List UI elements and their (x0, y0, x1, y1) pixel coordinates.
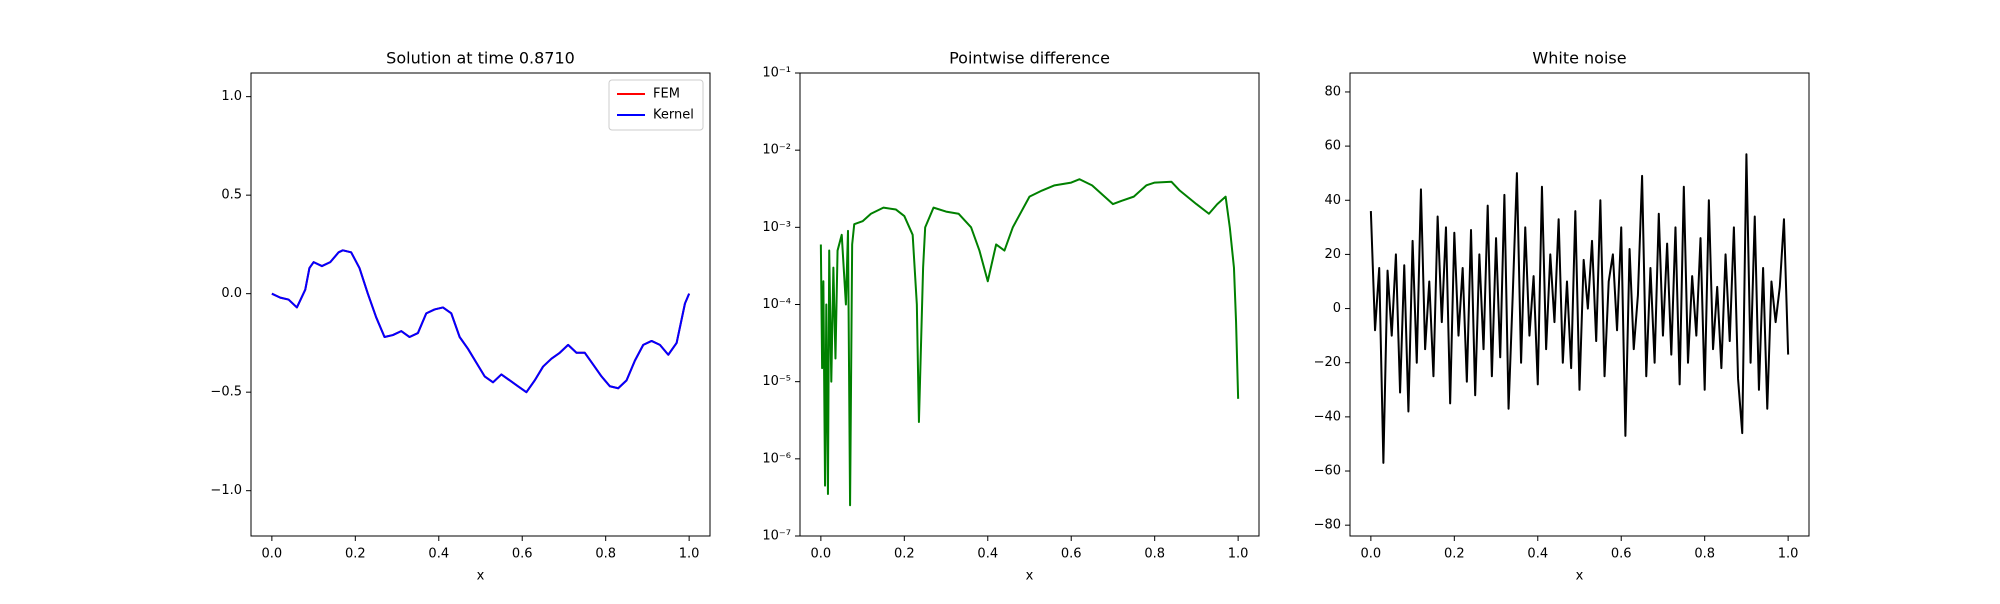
y-tick-label: 10⁻⁶ (762, 451, 791, 466)
y-tick-label: 10⁻² (762, 143, 791, 158)
x-tick-label: 0.4 (977, 547, 998, 562)
axes-frame (250, 72, 711, 537)
x-tick-label: 1.0 (679, 547, 700, 562)
x-tick-label: 0.2 (345, 547, 366, 562)
x-tick-label: 0.4 (428, 547, 449, 562)
data-line (1369, 153, 1790, 464)
x-tick-label: 1.0 (1228, 547, 1249, 562)
y-tick-label: 40 (1324, 193, 1341, 208)
x-tick-label: 0.6 (1061, 547, 1082, 562)
chart-title: White noise (1532, 49, 1626, 68)
y-tick-label: 1.0 (221, 89, 242, 104)
y-tick-label: 10⁻³ (762, 220, 791, 235)
data-line (819, 178, 1240, 507)
y-tick-label: −40 (1314, 409, 1341, 424)
y-tick-label: 60 (1324, 139, 1341, 154)
y-tick-label: 0.5 (221, 188, 242, 203)
x-tick-label: 0.8 (1694, 547, 1715, 562)
x-axis-label: x (477, 569, 485, 584)
y-tick-label: 10⁻¹ (762, 66, 791, 81)
x-tick-label: 0.0 (1361, 547, 1382, 562)
y-tick-label: 80 (1324, 84, 1341, 99)
legend-label: Kernel (653, 108, 694, 123)
x-axis-label: x (1576, 569, 1584, 584)
chart-title: Pointwise difference (949, 49, 1110, 68)
plot-area (1350, 73, 1809, 536)
chart-title: Solution at time 0.8710 (386, 49, 575, 68)
y-tick-label: 0.0 (221, 286, 242, 301)
y-tick-label: 0 (1333, 301, 1341, 316)
x-tick-label: 1.0 (1778, 547, 1799, 562)
legend-label: FEM (653, 87, 680, 102)
y-tick-label: −60 (1314, 464, 1341, 479)
x-tick-label: 0.8 (595, 547, 616, 562)
x-tick-label: 0.0 (811, 547, 832, 562)
x-axis-label: x (1026, 569, 1034, 584)
data-line (271, 249, 691, 394)
x-tick-label: 0.8 (1144, 547, 1165, 562)
legend-box (608, 79, 704, 131)
y-tick-label: 10⁻⁵ (762, 374, 791, 389)
plot-area (800, 73, 1259, 536)
x-tick-label: 0.6 (512, 547, 533, 562)
y-tick-label: −0.5 (210, 385, 242, 400)
x-tick-label: 0.4 (1527, 547, 1548, 562)
y-tick-label: 10⁻⁴ (762, 297, 791, 312)
y-tick-label: 20 (1324, 247, 1341, 262)
plot-area (251, 73, 710, 536)
x-tick-label: 0.6 (1611, 547, 1632, 562)
x-tick-label: 0.2 (894, 547, 915, 562)
y-tick-label: −20 (1314, 355, 1341, 370)
x-tick-label: 0.0 (262, 547, 283, 562)
y-tick-label: −1.0 (210, 483, 242, 498)
y-tick-label: 10⁻⁷ (762, 529, 791, 544)
y-tick-label: −80 (1314, 518, 1341, 533)
axes-frame (1349, 72, 1810, 537)
x-tick-label: 0.2 (1444, 547, 1465, 562)
